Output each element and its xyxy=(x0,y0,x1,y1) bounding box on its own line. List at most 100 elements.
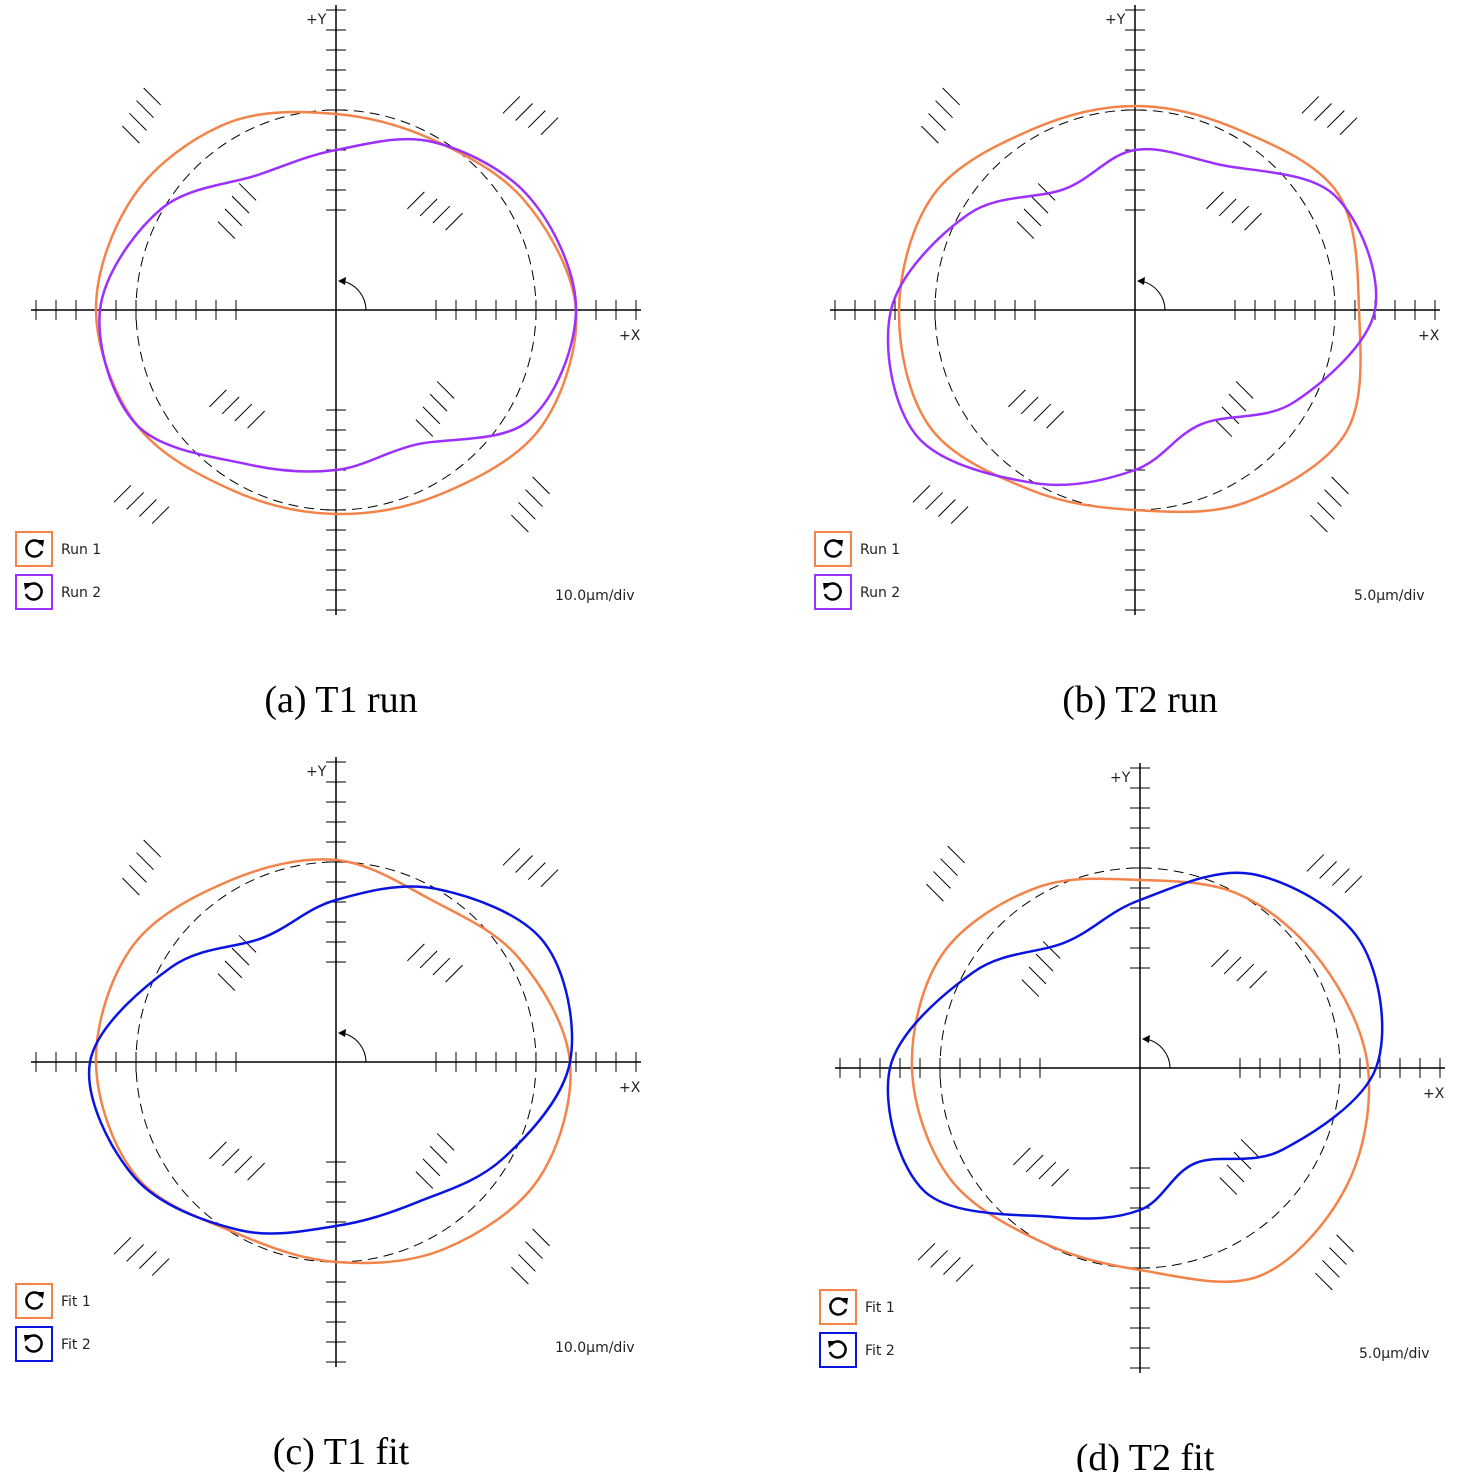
hatch-mark xyxy=(445,212,463,231)
scale-label: 5.0µm/div xyxy=(1354,588,1425,604)
legend-label: Fit 2 xyxy=(865,1343,895,1359)
hatch-mark xyxy=(1221,406,1240,425)
hatch-mark xyxy=(231,947,250,966)
hatch-mark xyxy=(151,506,170,524)
hatch-mark xyxy=(1051,1168,1069,1187)
scale-label: 10.0µm/div xyxy=(555,588,635,604)
legend-icon xyxy=(25,539,44,558)
legend-label: Fit 1 xyxy=(865,1300,895,1316)
hatch-mark xyxy=(129,113,147,131)
hatch-mark xyxy=(935,100,953,119)
hatch-mark xyxy=(540,869,559,887)
polar-plot: +X +Y 10.0µm/div (c) T1 fit Fit 1 Fit 2 xyxy=(15,757,641,1472)
trace xyxy=(94,858,572,1265)
hatch-mark xyxy=(122,877,140,896)
y-axis-label: +Y xyxy=(1105,12,1126,28)
hatch-mark xyxy=(917,1243,936,1261)
hatch-mark xyxy=(1322,1259,1340,1278)
trace xyxy=(886,147,1378,487)
trace xyxy=(98,137,578,473)
x-axis-label: +X xyxy=(619,1080,641,1096)
hatch-mark xyxy=(511,514,529,533)
hatch-mark xyxy=(1306,854,1325,872)
y-axis-label: +Y xyxy=(306,764,327,780)
hatch-mark xyxy=(247,410,265,429)
hatch-mark xyxy=(1339,117,1358,135)
legend-box xyxy=(819,1332,857,1368)
legend-icon xyxy=(828,1340,847,1359)
hatch-mark xyxy=(511,1266,529,1285)
hatch-mark xyxy=(126,492,145,510)
hatch-mark xyxy=(1314,103,1332,121)
x-axis-label: +X xyxy=(1418,328,1440,344)
hatch-mark xyxy=(1033,403,1052,422)
direction-arrow xyxy=(341,1032,367,1063)
hatch-mark xyxy=(925,492,944,510)
hatch-mark xyxy=(419,198,438,217)
legend-arrow xyxy=(836,540,843,547)
hatch-mark xyxy=(1046,410,1064,429)
hatch-mark xyxy=(209,389,227,408)
hatch-mark xyxy=(527,110,546,128)
hatch-mark xyxy=(955,1264,974,1282)
hatch-mark xyxy=(238,935,257,953)
hatch-mark xyxy=(943,1257,961,1275)
nominal-circle xyxy=(939,867,1341,1269)
hatch-mark xyxy=(209,1141,227,1160)
legend-arrow xyxy=(24,1335,31,1342)
hatch-mark xyxy=(1331,476,1349,495)
legend-label: Fit 2 xyxy=(61,1337,91,1353)
hatch-mark xyxy=(928,113,946,131)
arrow-head xyxy=(1137,277,1145,285)
hatch-mark xyxy=(445,964,463,983)
nominal-circle xyxy=(135,109,537,511)
hatch-mark xyxy=(1206,191,1224,210)
hatch-mark xyxy=(942,87,960,106)
hatch-mark xyxy=(429,393,448,412)
x-axis-label: +X xyxy=(619,328,641,344)
x-axis-label: +X xyxy=(1423,1086,1445,1102)
hatch-mark xyxy=(234,1155,253,1174)
hatch-mark xyxy=(1016,221,1035,239)
scale-label: 10.0µm/div xyxy=(555,1340,635,1356)
y-axis-label: +Y xyxy=(1110,770,1131,786)
hatch-mark xyxy=(1235,381,1254,399)
hatch-mark xyxy=(1008,389,1026,408)
hatch-mark xyxy=(1244,212,1262,231)
hatch-mark xyxy=(518,501,536,520)
hatch-mark xyxy=(1324,489,1342,507)
scale-label: 5.0µm/div xyxy=(1359,1346,1430,1362)
hatch-mark xyxy=(1329,1247,1347,1265)
hatch-mark xyxy=(143,87,161,106)
hatch-mark xyxy=(1038,1161,1057,1180)
legend-icon xyxy=(24,582,43,601)
hatch-mark xyxy=(502,96,521,114)
caption: (d) T2 fit xyxy=(1076,1437,1215,1472)
hatch-mark xyxy=(1214,419,1233,437)
hatch-mark xyxy=(1035,953,1054,972)
hatch-mark xyxy=(1023,208,1042,227)
trace xyxy=(94,110,578,516)
hatch-mark xyxy=(938,499,956,517)
hatch-mark xyxy=(1326,110,1345,128)
hatch-mark xyxy=(122,125,140,144)
legend-icon xyxy=(24,1334,43,1353)
hatch-mark xyxy=(419,950,438,969)
arrow-head xyxy=(338,277,346,285)
legend-label: Run 2 xyxy=(61,585,101,601)
hatch-mark xyxy=(436,381,455,399)
hatch-mark xyxy=(1219,1177,1238,1195)
hatch-mark xyxy=(432,957,451,976)
hatch-mark xyxy=(1228,393,1247,412)
polar-plot: +X +Y 10.0µm/div (a) T1 run Run 1 Run 2 xyxy=(15,5,641,721)
legend-label: Run 1 xyxy=(860,542,900,558)
legend-box xyxy=(15,1283,53,1319)
hatch-mark xyxy=(139,1251,157,1269)
hatch-mark xyxy=(136,100,154,119)
hatch-mark xyxy=(1218,198,1237,217)
legend-box xyxy=(814,531,852,567)
polar-plot: +X +Y 5.0µm/div (b) T2 run Run 1 Run 2 xyxy=(814,5,1440,721)
polar-plot: +X +Y 5.0µm/div (d) T2 fit Fit 1 Fit 2 xyxy=(819,763,1445,1472)
hatch-mark xyxy=(151,1258,170,1276)
